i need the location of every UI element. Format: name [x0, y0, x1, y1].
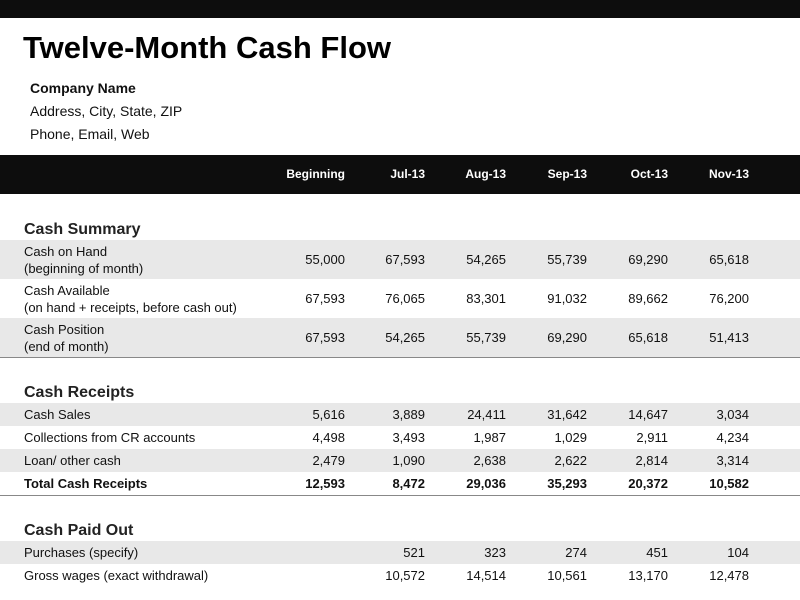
section-title: Cash Summary [24, 221, 141, 238]
top-bar [0, 0, 800, 18]
cell-value[interactable]: 323 [484, 545, 506, 560]
row-label-text: Total Cash Receipts [24, 476, 148, 491]
cell-value[interactable]: 54,265 [385, 330, 425, 345]
section-title: Cash Paid Out [24, 522, 134, 539]
table-row[interactable]: Cash Available (on hand + receipts, befor… [0, 279, 800, 318]
cell-value[interactable]: 65,618 [709, 252, 749, 267]
cell-value[interactable]: 83,301 [466, 291, 506, 306]
cell-value[interactable]: 274 [565, 545, 587, 560]
cell-value[interactable]: 3,493 [392, 430, 425, 445]
total-row[interactable]: Total Cash Receipts 12,593 8,472 29,036 35,2… [0, 472, 800, 495]
cell-value[interactable]: 67,593 [385, 252, 425, 267]
row-sublabel: (on hand + receipts, before cash out) [24, 300, 237, 315]
cell-value[interactable]: 67,593 [305, 330, 345, 345]
column-header: Aug-13 [465, 167, 506, 181]
cell-value[interactable]: 76,065 [385, 291, 425, 306]
column-header: Sep-13 [547, 167, 587, 181]
cell-value[interactable]: 24,411 [467, 407, 506, 422]
cell-value[interactable]: 69,290 [547, 330, 587, 345]
cell-value[interactable]: 12,593 [305, 476, 345, 491]
row-label: Collections from CR accounts [24, 429, 195, 446]
cell-value[interactable]: 35,293 [547, 476, 587, 491]
cell-value[interactable]: 14,514 [466, 568, 506, 583]
table-row[interactable]: Gross wages (exact withdrawal) 10,572 14,5… [0, 564, 800, 587]
row-label: Total Cash Receipts [24, 475, 147, 492]
column-header: Nov-13 [708, 167, 749, 181]
cell-value[interactable]: 1,029 [554, 430, 587, 445]
cell-value[interactable]: 2,911 [636, 430, 668, 445]
column-header: Oct-13 [630, 167, 668, 181]
row-label: Cash Position (end of month) [24, 321, 109, 355]
table-row[interactable]: Loan/ other cash 2,479 1,090 2,638 2,622 2,81… [0, 449, 800, 472]
row-label-text: Loan/ other cash [24, 453, 121, 468]
company-name[interactable]: Company Name [30, 80, 136, 96]
cell-value[interactable]: 67,593 [305, 291, 345, 306]
cell-value[interactable]: 65,618 [628, 330, 668, 345]
company-address[interactable]: Address, City, State, ZIP [30, 103, 183, 119]
row-label: Purchases (specify) [24, 544, 138, 561]
cell-value[interactable]: 69,290 [628, 252, 668, 267]
cell-value[interactable]: 76,200 [709, 291, 749, 306]
row-label: Cash Sales [24, 406, 90, 423]
section-divider [0, 495, 800, 496]
cell-value[interactable]: 55,739 [547, 252, 587, 267]
row-label-text: Cash Position [24, 322, 105, 337]
row-label: Loan/ other cash [24, 452, 121, 469]
cell-value[interactable]: 13,170 [628, 568, 668, 583]
cell-value[interactable]: 2,622 [554, 453, 587, 468]
row-label-text: Gross wages (exact withdrawal) [24, 568, 209, 583]
cell-value[interactable]: 2,638 [473, 453, 506, 468]
row-label-text: Cash Available [24, 283, 110, 298]
cell-value[interactable]: 55,739 [466, 330, 506, 345]
row-label-text: Purchases (specify) [24, 545, 139, 560]
cell-value[interactable]: 2,814 [635, 453, 668, 468]
cell-value[interactable]: 8,472 [392, 476, 425, 491]
cell-value[interactable]: 10,561 [547, 568, 587, 583]
cell-value[interactable]: 104 [727, 545, 749, 560]
row-label-text: Cash Sales [24, 407, 91, 422]
cell-value[interactable]: 31,642 [547, 407, 587, 422]
cell-value[interactable]: 10,572 [385, 568, 425, 583]
cell-value[interactable]: 5,616 [312, 407, 345, 422]
cell-value[interactable]: 29,036 [466, 476, 506, 491]
table-row[interactable]: Collections from CR accounts 4,498 3,493 1,… [0, 426, 800, 449]
cell-value[interactable]: 54,265 [466, 252, 506, 267]
cell-value[interactable]: 1,090 [392, 453, 425, 468]
column-header: Jul-13 [390, 167, 425, 181]
row-label-text: Collections from CR accounts [24, 430, 196, 445]
cell-value[interactable]: 10,582 [709, 476, 749, 491]
row-sublabel: (beginning of month) [24, 261, 144, 276]
cell-value[interactable]: 89,662 [628, 291, 668, 306]
cell-value[interactable]: 51,413 [709, 330, 749, 345]
column-header-row: Beginning Jul-13 Aug-13 Sep-13 Oct-13 Nov-13 [0, 155, 800, 194]
cell-value[interactable]: 1,987 [473, 430, 506, 445]
cell-value[interactable]: 521 [403, 545, 425, 560]
column-header: Beginning [286, 167, 345, 181]
cell-value[interactable]: 55,000 [305, 252, 345, 267]
company-contact[interactable]: Phone, Email, Web [30, 126, 150, 142]
cell-value[interactable]: 12,478 [709, 568, 749, 583]
row-label: Gross wages (exact withdrawal) [24, 567, 208, 584]
row-sublabel: (end of month) [24, 339, 109, 354]
table-row[interactable]: Cash on Hand (beginning of month) 55,000 67… [0, 240, 800, 279]
row-label: Cash on Hand (beginning of month) [24, 243, 143, 277]
row-label-text: Cash on Hand [24, 244, 108, 259]
cell-value[interactable]: 20,372 [628, 476, 668, 491]
table-row[interactable]: Cash Sales 5,616 3,889 24,411 31,642 14,647 3,… [0, 403, 800, 426]
cell-value[interactable]: 3,034 [716, 407, 749, 422]
cell-value[interactable]: 4,234 [716, 430, 749, 445]
section-title: Cash Receipts [24, 384, 135, 401]
cell-value[interactable]: 3,889 [392, 407, 425, 422]
cell-value[interactable]: 3,314 [716, 453, 749, 468]
table-row[interactable]: Cash Position (end of month) 67,593 54,265 5… [0, 318, 800, 357]
table-row[interactable]: Purchases (specify) 521 323 274 451 104 [0, 541, 800, 564]
cell-value[interactable]: 4,498 [312, 430, 345, 445]
cell-value[interactable]: 2,479 [312, 453, 345, 468]
cell-value[interactable]: 14,647 [628, 407, 668, 422]
section-divider [0, 357, 800, 358]
cell-value[interactable]: 91,032 [547, 291, 587, 306]
row-label: Cash Available (on hand + receipts, befor… [24, 282, 237, 316]
cell-value[interactable]: 451 [646, 545, 668, 560]
page-title: Twelve-Month Cash Flow [23, 30, 391, 65]
